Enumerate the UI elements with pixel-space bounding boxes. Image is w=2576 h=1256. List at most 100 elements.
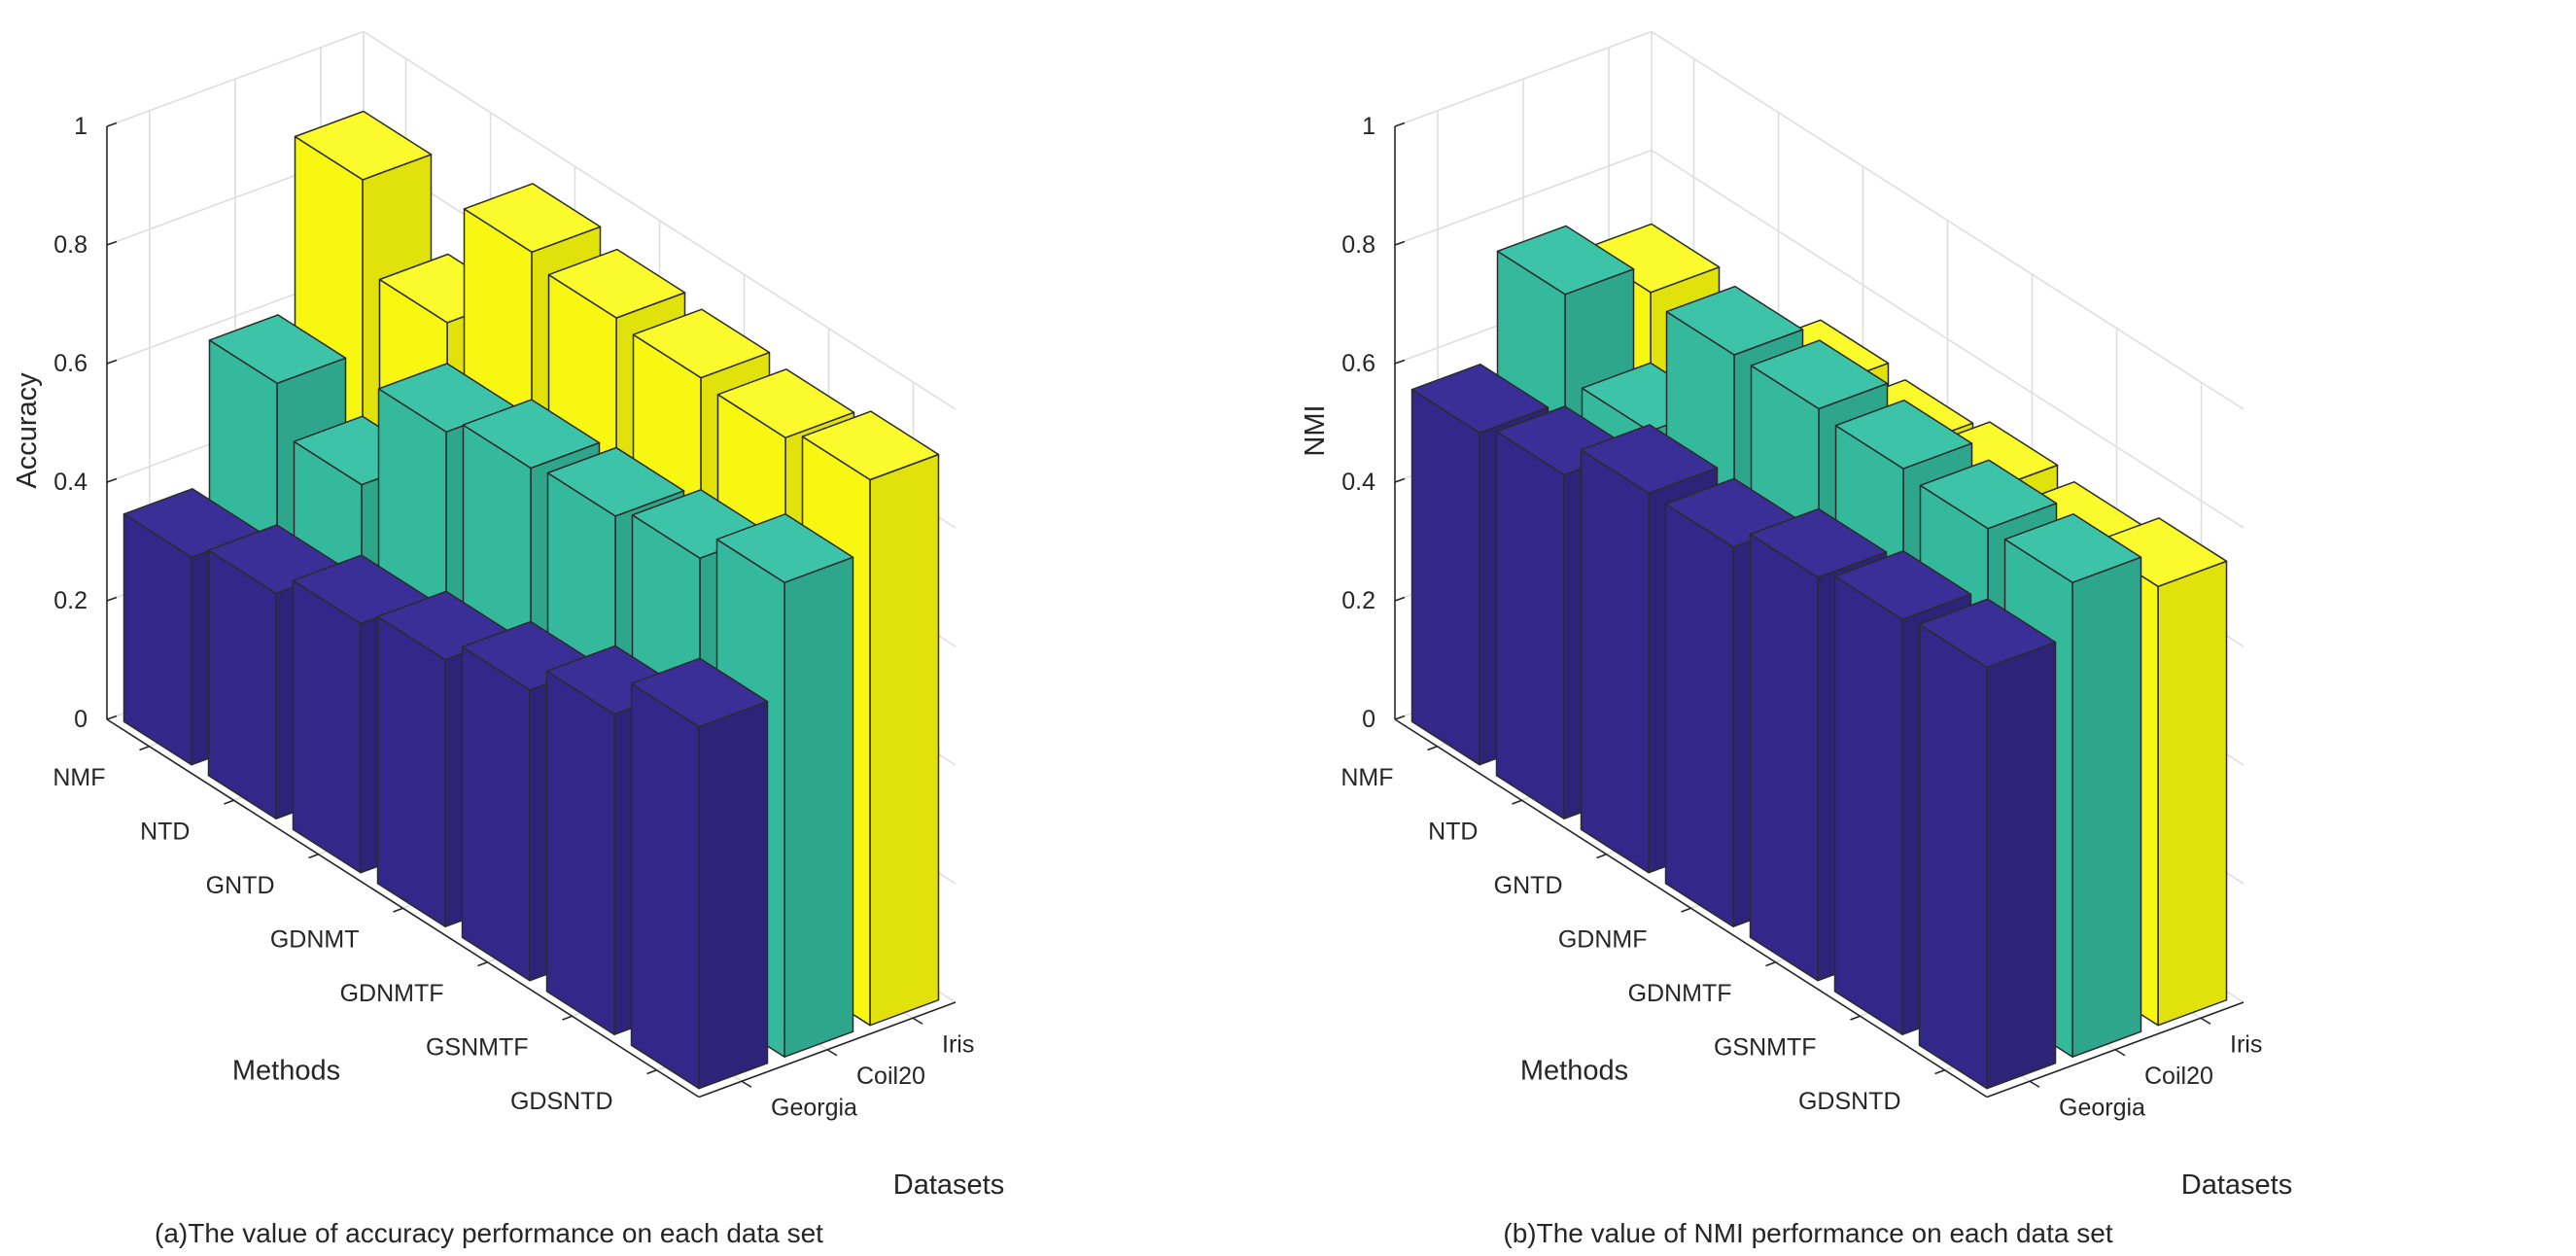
z-tick-label: 0.4 — [53, 469, 87, 496]
bar-top-face — [547, 248, 686, 319]
z-tick-label: 0.4 — [1341, 469, 1375, 496]
bar-top-face — [1919, 459, 2058, 530]
method-tick-mark — [1765, 960, 1776, 967]
bar-top-face — [1580, 424, 1719, 495]
z-tick-mark — [106, 477, 118, 483]
y-axis-label: Datasets — [2181, 1169, 2292, 1201]
method-tick-label-gsnmtf: GSNMTF — [426, 1033, 529, 1061]
dataset-tick-mark — [912, 1017, 923, 1025]
z-tick-label: 1 — [1362, 113, 1375, 140]
z-tick-mark — [106, 596, 118, 602]
dataset-tick-label-georgia: Georgia — [771, 1094, 857, 1121]
bar-top-face — [1749, 507, 1888, 578]
method-tick-mark — [1512, 799, 1522, 805]
bar-top-face — [2003, 513, 2142, 583]
z-tick-label: 0.8 — [53, 231, 87, 259]
method-tick-mark — [1850, 1015, 1861, 1021]
bar-front-face — [1918, 623, 1988, 1090]
method-tick-mark — [224, 799, 234, 805]
method-tick-mark — [562, 1015, 573, 1021]
method-tick-mark — [477, 960, 488, 967]
method-tick-label-gdsntd: GDSNTD — [1798, 1088, 1901, 1115]
x-axis-label: Methods — [232, 1055, 340, 1086]
bars — [122, 110, 940, 1090]
method-tick-label-ntd: NTD — [1428, 818, 1478, 845]
method-tick-mark — [1596, 853, 1607, 859]
bar-top-face — [1834, 399, 1973, 470]
bar-side-face — [2157, 560, 2228, 1027]
dataset-tick-mark — [2114, 1049, 2126, 1057]
chart-1-plot: 0 0.2 0.4 0.6 0.8 1 NMF NTD GNTD GDNMF GDNMTF GSNMT… — [1300, 30, 2292, 1248]
bar-side-face — [783, 556, 854, 1058]
bar-top-face — [716, 368, 855, 438]
bar-top-face — [1496, 225, 1635, 296]
method-tick-label-gdnmt: GDNMT — [270, 925, 360, 953]
dataset-tick-label-coil20: Coil20 — [2144, 1063, 2213, 1090]
chart-0-plot: 0 0.2 0.4 0.6 0.8 1 NMF NTD GNTD GDNMT GDNMTF GSNMT… — [12, 30, 1004, 1248]
z-tick-label: 0.2 — [53, 587, 87, 614]
bar-front-face — [207, 549, 277, 820]
bar-top-face — [1833, 550, 1972, 620]
z-tick-mark — [1394, 240, 1406, 246]
bar-georgia-gdsntd — [1918, 598, 2057, 1090]
method-tick-label-ntd: NTD — [140, 818, 190, 845]
method-tick-mark — [393, 907, 403, 913]
dataset-tick-mark — [2029, 1080, 2040, 1088]
axes: 0 0.2 0.4 0.6 0.8 1 NMF NTD GNTD GDNMF GDNMTF GSNMT… — [1300, 113, 2292, 1201]
z-tick-mark — [106, 240, 118, 246]
bar-side-face — [869, 453, 940, 1027]
method-tick-label-nmf: NMF — [52, 764, 105, 791]
bar-top-face — [630, 657, 769, 728]
bar-front-face — [122, 513, 192, 766]
bar-front-face — [1410, 388, 1480, 766]
bar-top-face — [1410, 363, 1549, 434]
z-tick-mark — [1394, 122, 1406, 127]
method-tick-mark — [1934, 1068, 1945, 1075]
bar-top-face — [715, 513, 854, 583]
y-axis-label: Datasets — [893, 1169, 1004, 1201]
method-tick-label-gntd: GNTD — [206, 872, 275, 899]
z-axis-label: NMI — [1300, 404, 1331, 456]
bar-top-face — [1918, 598, 2057, 669]
bars — [1410, 223, 2228, 1090]
method-tick-mark — [646, 1068, 657, 1075]
chart-caption: (a)The value of accuracy performance on … — [155, 1218, 823, 1248]
method-tick-label-gdnmtf: GDNMTF — [1628, 980, 1732, 1007]
bar-top-face — [1750, 339, 1889, 410]
z-tick-label: 0.8 — [1341, 231, 1375, 259]
method-tick-label-gdnmtf: GDNMTF — [340, 980, 444, 1007]
z-tick-label: 0.2 — [1341, 587, 1375, 614]
bar-front-face — [1664, 503, 1734, 927]
z-tick-mark — [106, 359, 118, 365]
dataset-tick-label-georgia: Georgia — [2059, 1094, 2145, 1121]
dataset-tick-label-iris: Iris — [2230, 1030, 2262, 1058]
accuracy-chart: 0 0.2 0.4 0.6 0.8 1 NMF NTD GNTD GDNMT GDNMTF GSNMT… — [12, 30, 1004, 1248]
bar-front-face — [1495, 431, 1565, 820]
bar-side-face — [1986, 641, 2057, 1090]
x-axis-label: Methods — [1520, 1055, 1628, 1086]
bar-top-face — [294, 110, 433, 181]
nmi-chart: 0 0.2 0.4 0.6 0.8 1 NMF NTD GNTD GDNMF GDNMTF GSNMT… — [1300, 30, 2292, 1248]
bar-side-face — [698, 700, 769, 1090]
bar-front-face — [630, 682, 700, 1090]
z-tick-label: 1 — [74, 113, 87, 140]
bar-front-face — [461, 645, 531, 982]
bar-georgia-gdsntd — [630, 657, 769, 1090]
z-tick-mark — [1394, 477, 1406, 483]
method-tick-label-gsnmtf: GSNMTF — [1714, 1033, 1817, 1061]
dataset-tick-mark — [741, 1080, 752, 1088]
bar-top-face — [208, 314, 347, 385]
chart-caption: (b)The value of NMI performance on each … — [1503, 1218, 2112, 1248]
method-tick-label-gdsntd: GDSNTD — [510, 1088, 613, 1115]
z-tick-label: 0 — [1362, 706, 1375, 733]
bar-front-face — [1833, 576, 1903, 1035]
dataset-tick-label-coil20: Coil20 — [856, 1063, 925, 1090]
bar-top-face — [463, 183, 602, 254]
bar-front-face — [376, 615, 446, 927]
method-tick-mark — [308, 853, 319, 859]
method-tick-label-nmf: NMF — [1340, 764, 1393, 791]
bar-front-face — [545, 670, 615, 1035]
axes: 0 0.2 0.4 0.6 0.8 1 NMF NTD GNTD GDNMT GDNMTF GSNMT… — [12, 113, 1004, 1201]
z-tick-label: 0.6 — [53, 350, 87, 377]
bar-front-face — [292, 579, 362, 874]
